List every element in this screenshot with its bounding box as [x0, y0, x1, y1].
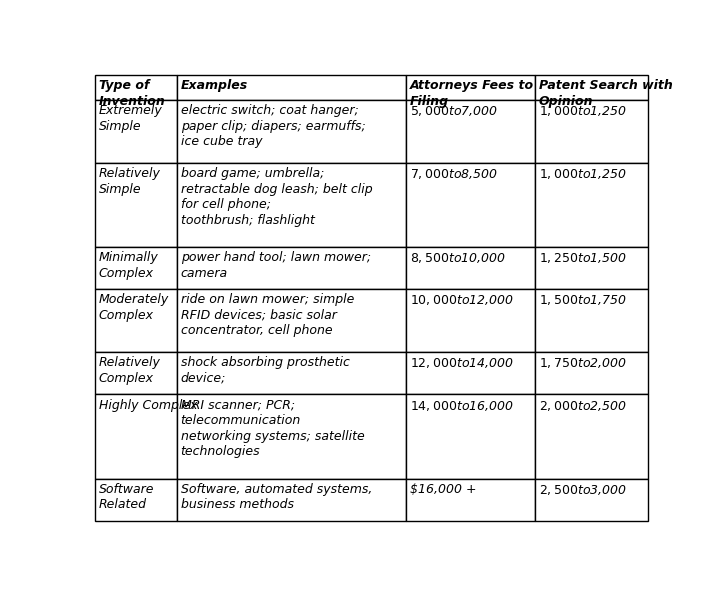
Text: Relatively
Simple: Relatively Simple [99, 167, 161, 196]
Text: Relatively
Complex: Relatively Complex [99, 356, 161, 385]
Bar [95, 247, 176, 289]
Bar [535, 352, 648, 394]
Text: $1,750 to $2,000: $1,750 to $2,000 [538, 356, 626, 371]
Bar [406, 247, 535, 289]
Text: $5,000 to $7,000: $5,000 to $7,000 [410, 104, 498, 118]
Text: $14,000 to $16,000: $14,000 to $16,000 [410, 398, 514, 412]
Bar [535, 76, 648, 100]
Text: Highly Complex: Highly Complex [99, 398, 197, 411]
Text: $10,000 to $12,000: $10,000 to $12,000 [410, 293, 514, 307]
Text: $1,250 to $1,500: $1,250 to $1,500 [538, 251, 626, 266]
Bar [95, 289, 176, 352]
Bar [95, 100, 176, 163]
Text: MRI scanner; PCR;
telecommunication
networking systems; satellite
technologies: MRI scanner; PCR; telecommunication netw… [181, 398, 364, 458]
Bar [406, 100, 535, 163]
Text: power hand tool; lawn mower;
camera: power hand tool; lawn mower; camera [181, 251, 371, 280]
Text: Type of
Invention: Type of Invention [99, 80, 166, 108]
Text: $1,000 to $1,250: $1,000 to $1,250 [538, 167, 626, 181]
Text: Extremely
Simple: Extremely Simple [99, 104, 162, 133]
Bar [176, 352, 406, 394]
Text: Minimally
Complex: Minimally Complex [99, 251, 159, 280]
Text: electric switch; coat hanger;
paper clip; diapers; earmuffs;
ice cube tray: electric switch; coat hanger; paper clip… [181, 104, 366, 148]
Bar [176, 289, 406, 352]
Bar [95, 163, 176, 247]
Bar [176, 247, 406, 289]
Bar [406, 76, 535, 100]
Text: $2,500 to $3,000: $2,500 to $3,000 [538, 483, 626, 497]
Bar [176, 100, 406, 163]
Text: $2,000 to $2,500: $2,000 to $2,500 [538, 398, 626, 412]
Bar [406, 163, 535, 247]
Bar [95, 394, 176, 478]
Bar [406, 478, 535, 520]
Bar [535, 100, 648, 163]
Bar [535, 289, 648, 352]
Bar [95, 76, 176, 100]
Text: Attorneys Fees to
Filing: Attorneys Fees to Filing [410, 80, 534, 108]
Text: $1,000 to $1,250: $1,000 to $1,250 [538, 104, 626, 118]
Bar [176, 478, 406, 520]
Bar [176, 163, 406, 247]
Bar [535, 394, 648, 478]
Text: Patent Search with
Opinion: Patent Search with Opinion [538, 80, 673, 108]
Bar [176, 394, 406, 478]
Bar [406, 289, 535, 352]
Text: Software, automated systems,
business methods: Software, automated systems, business me… [181, 483, 372, 511]
Bar [176, 76, 406, 100]
Bar [535, 478, 648, 520]
Text: $12,000 to $14,000: $12,000 to $14,000 [410, 356, 514, 371]
Text: $16,000 +: $16,000 + [410, 483, 477, 496]
Text: ride on lawn mower; simple
RFID devices; basic solar
concentrator, cell phone: ride on lawn mower; simple RFID devices;… [181, 293, 354, 337]
Bar [535, 163, 648, 247]
Text: $1,500 to $1,750: $1,500 to $1,750 [538, 293, 626, 307]
Text: Moderately
Complex: Moderately Complex [99, 293, 169, 322]
Bar [95, 478, 176, 520]
Bar [406, 352, 535, 394]
Text: $8,500 to $10,000: $8,500 to $10,000 [410, 251, 506, 266]
Bar [406, 394, 535, 478]
Text: board game; umbrella;
retractable dog leash; belt clip
for cell phone;
toothbrus: board game; umbrella; retractable dog le… [181, 167, 372, 227]
Bar [535, 247, 648, 289]
Bar [95, 352, 176, 394]
Text: shock absorbing prosthetic
device;: shock absorbing prosthetic device; [181, 356, 349, 385]
Text: Software
Related: Software Related [99, 483, 154, 511]
Text: Examples: Examples [181, 80, 248, 93]
Text: $7,000 to $8,500: $7,000 to $8,500 [410, 167, 498, 181]
